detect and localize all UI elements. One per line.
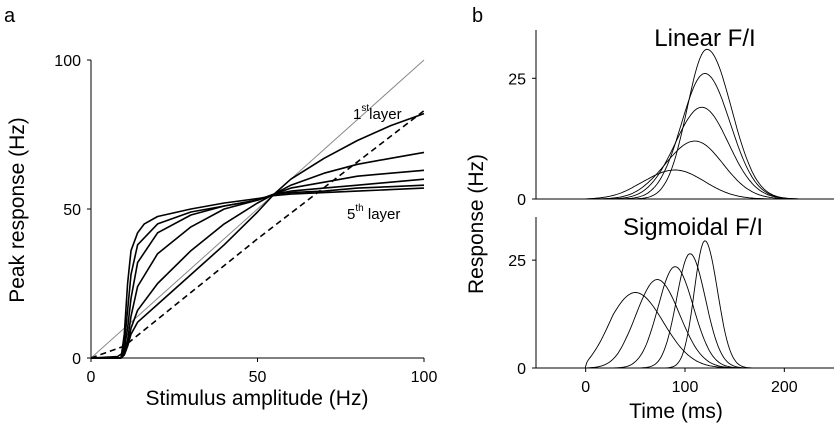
panel-a-y-tick-label: 50	[63, 202, 81, 219]
sigmoidal-title: Sigmoidal F/I	[623, 214, 763, 241]
panel-b-x-tick-label: 0	[581, 379, 590, 396]
sigmoidal-response-curve-4	[536, 253, 834, 369]
sigmoidal-response-curve-5	[536, 240, 834, 369]
panel-b-plot: 0 25 0 25 0 100 200 Linear F/I Sigmoidal F/I T…	[465, 25, 834, 423]
panel-a-x-tick-label: 100	[411, 369, 438, 386]
layer-5-curve	[91, 184, 425, 359]
sigmoidal-response-curve-1	[536, 292, 834, 369]
layer-3-curve	[91, 169, 425, 359]
panel-b-x-tick-label: 100	[672, 379, 699, 396]
linear-y-tick-label: 25	[508, 71, 526, 88]
panel-a-x-axis-title: Stimulus amplitude (Hz)	[146, 387, 369, 410]
identity-line	[90, 59, 425, 359]
linear-response-curve-2	[536, 140, 834, 200]
layer-4-curve	[91, 178, 425, 359]
layer-1-curve	[90, 112, 425, 359]
panel-b-x-tick-label: 200	[771, 379, 798, 396]
dashed-curve	[90, 110, 425, 359]
first-layer-label: 1stlayer	[353, 103, 402, 123]
panel-a-y-tick-label: 0	[72, 351, 81, 368]
panel-b-letter: b	[472, 5, 483, 27]
linear-response-curve-1	[536, 169, 834, 200]
sigmoidal-response-curve-2	[536, 279, 834, 369]
panel-b-x-axis-title: Time (ms)	[629, 400, 723, 423]
panel-a-y-axis-title: Peak response (Hz)	[6, 117, 29, 303]
panel-a-y-tick-label: 100	[54, 53, 81, 70]
linear-response-curve-4	[536, 73, 834, 200]
linear-response-curve-5	[536, 48, 834, 200]
fifth-layer-label: 5th layer	[347, 203, 400, 223]
panel-a-plot: 0 50 100 0 50 100 1stlayer 5th layer Stimulus…	[6, 53, 437, 410]
linear-title: Linear F/I	[654, 25, 755, 52]
sigmoidal-y-tick-label: 0	[517, 361, 526, 378]
linear-y-tick-label: 0	[517, 192, 526, 209]
sigmoidal-y-tick-label: 25	[508, 253, 526, 270]
panel-a-letter: a	[4, 5, 16, 27]
panel-b-y-axis-title: Response (Hz)	[465, 154, 488, 294]
layer-6-curve	[91, 187, 425, 359]
linear-response-curve-3	[536, 106, 834, 200]
layer-2-curve	[91, 151, 425, 359]
panel-a-x-tick-label: 50	[249, 369, 267, 386]
panel-a-x-tick-label: 0	[87, 369, 96, 386]
